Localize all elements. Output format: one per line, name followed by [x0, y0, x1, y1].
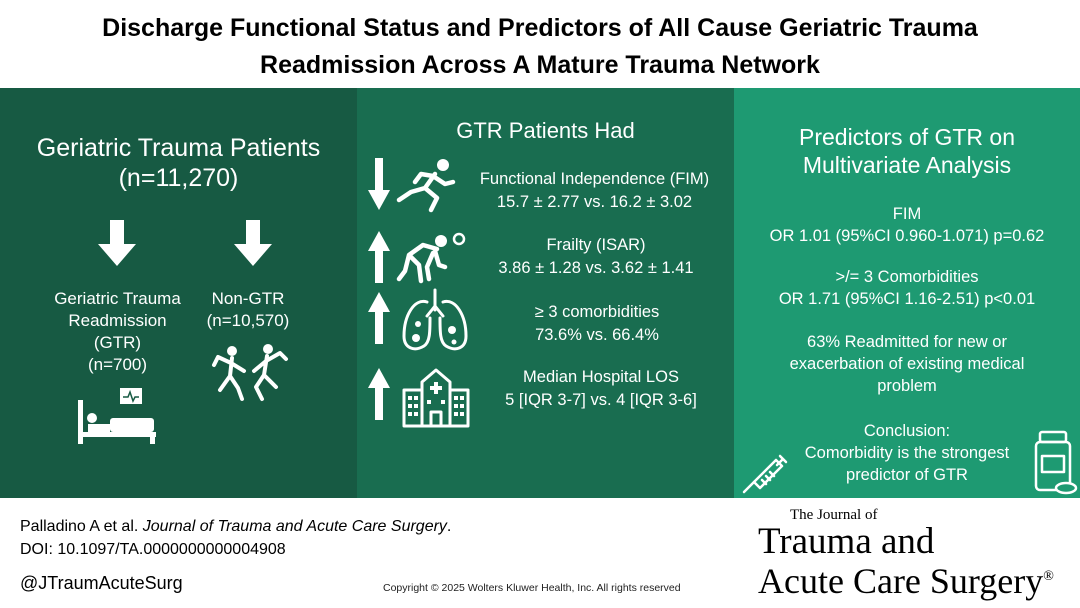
- cohort-heading-line1: Geriatric Trauma Patients: [36, 134, 321, 162]
- hospital-icon: [402, 368, 470, 428]
- citation-authors: Palladino A et al.: [20, 518, 143, 535]
- citation: Palladino A et al. Journal of Trauma and…: [20, 518, 451, 536]
- decrease-arrow-icon: [368, 158, 390, 210]
- cohort-heading-line2: (n=11,270): [118, 164, 239, 192]
- twitter-handle[interactable]: @JTraumAcuteSurg: [20, 573, 183, 593]
- predictors-heading: Predictors of GTR on Multivariate Analys…: [734, 123, 1080, 179]
- non-gtr-label: Non-GTR: [211, 289, 285, 308]
- increase-arrow-icon: [368, 292, 390, 344]
- pill-bottle-icon: [1034, 430, 1078, 495]
- middle-panel: GTR Patients Had Functional Independence…: [357, 88, 734, 498]
- comorbidity-predictor: >/= 3 Comorbidities OR 1.71 (95%CI 1.16-…: [734, 266, 1080, 310]
- fim-label: Functional Independence (FIM): [479, 170, 710, 188]
- frail-person-icon: [396, 232, 466, 284]
- conclusion-line1: Comorbidity is the strongest: [804, 444, 1010, 462]
- journal-logo-small: The Journal of: [790, 507, 878, 523]
- left-panel: Geriatric Trauma Patients (n=11,270) Ger…: [0, 88, 357, 498]
- lungs-icon: [402, 288, 468, 351]
- gtr-label-1: Geriatric Trauma: [54, 289, 181, 308]
- increase-arrow-icon: [368, 368, 390, 420]
- journal-logo-line1: Trauma and: [758, 521, 935, 562]
- non-gtr-count: (n=10,570): [206, 311, 290, 330]
- fim-predictor-stat: OR 1.01 (95%CI 0.960-1.071) p=0.62: [769, 227, 1045, 245]
- gtr-patients-heading: GTR Patients Had: [456, 118, 635, 143]
- frailty-label: Frailty (ISAR): [546, 236, 646, 254]
- conclusion-label: Conclusion:: [863, 422, 951, 440]
- readmission-note-line2: exacerbation of existing medical: [789, 355, 1025, 373]
- registered-mark: ®: [1043, 569, 1054, 584]
- journal-logo-line2-text: Acute Care Surgery: [758, 561, 1044, 601]
- comorbidity-predictor-stat: OR 1.71 (95%CI 1.16-2.51) p<0.01: [778, 290, 1036, 308]
- hospital-bed-icon: [78, 388, 156, 444]
- los-value: 5 [IQR 3-7] vs. 4 [IQR 3-6]: [505, 391, 697, 409]
- gtr-label-3: (GTR): [93, 333, 142, 352]
- cohort-heading: Geriatric Trauma Patients (n=11,270): [0, 133, 357, 193]
- title-line-2: Readmission Across A Mature Trauma Netwo…: [260, 51, 820, 79]
- comorbidities-value: 73.6% vs. 66.4%: [535, 326, 659, 344]
- predictors-heading-line2: Multivariate Analysis: [802, 152, 1012, 178]
- frailty-value: 3.86 ± 1.28 vs. 3.62 ± 1.41: [498, 259, 694, 277]
- conclusion-line2: predictor of GTR: [846, 466, 968, 484]
- citation-end: .: [446, 518, 452, 535]
- dancing-people-icon: [212, 344, 288, 401]
- readmission-note-line1: 63% Readmitted for new or: [807, 333, 1007, 351]
- non-gtr-group: Non-GTR (n=10,570): [198, 288, 298, 332]
- predictors-heading-line1: Predictors of GTR on: [798, 124, 1016, 150]
- increase-arrow-icon: [368, 231, 390, 283]
- down-arrow-icon: [234, 220, 272, 266]
- syringe-icon: [742, 454, 788, 494]
- fim-item: Functional Independence (FIM) 15.7 ± 2.7…: [462, 168, 727, 214]
- los-label: Median Hospital LOS: [523, 368, 679, 386]
- journal-logo-line2: Acute Care Surgery®: [758, 557, 1054, 601]
- gtr-count: (n=700): [87, 355, 148, 374]
- fim-predictor: FIM OR 1.01 (95%CI 0.960-1.071) p=0.62: [734, 203, 1080, 247]
- comorbidities-label: ≥ 3 comorbidities: [534, 303, 660, 321]
- comorbidity-predictor-label: >/= 3 Comorbidities: [835, 268, 979, 286]
- running-person-icon: [396, 159, 456, 213]
- citation-journal: Journal of Trauma and Acute Care Surgery: [142, 518, 447, 535]
- fim-predictor-label: FIM: [892, 205, 922, 223]
- gtr-group: Geriatric Trauma Readmission (GTR) (n=70…: [35, 288, 200, 376]
- copyright: Copyright © 2025 Wolters Kluwer Health, …: [383, 582, 681, 594]
- gtr-label-2: Readmission: [68, 311, 167, 330]
- title-line-1: Discharge Functional Status and Predicto…: [102, 14, 978, 42]
- fim-value: 15.7 ± 2.77 vs. 16.2 ± 3.02: [496, 193, 693, 211]
- los-item: Median Hospital LOS 5 [IQR 3-7] vs. 4 [I…: [475, 366, 727, 412]
- readmission-note-line3: problem: [877, 377, 937, 395]
- frailty-item: Frailty (ISAR) 3.86 ± 1.28 vs. 3.62 ± 1.…: [465, 234, 727, 280]
- right-panel: Predictors of GTR on Multivariate Analys…: [734, 88, 1080, 498]
- down-arrow-icon: [98, 220, 136, 266]
- infographic-title: Discharge Functional Status and Predicto…: [0, 10, 1080, 84]
- doi: DOI: 10.1097/TA.0000000000004908: [20, 541, 286, 558]
- conclusion: Conclusion: Comorbidity is the strongest…: [734, 420, 1080, 486]
- readmission-note: 63% Readmitted for new or exacerbation o…: [734, 331, 1080, 397]
- comorbidities-item: ≥ 3 comorbidities 73.6% vs. 66.4%: [467, 301, 727, 347]
